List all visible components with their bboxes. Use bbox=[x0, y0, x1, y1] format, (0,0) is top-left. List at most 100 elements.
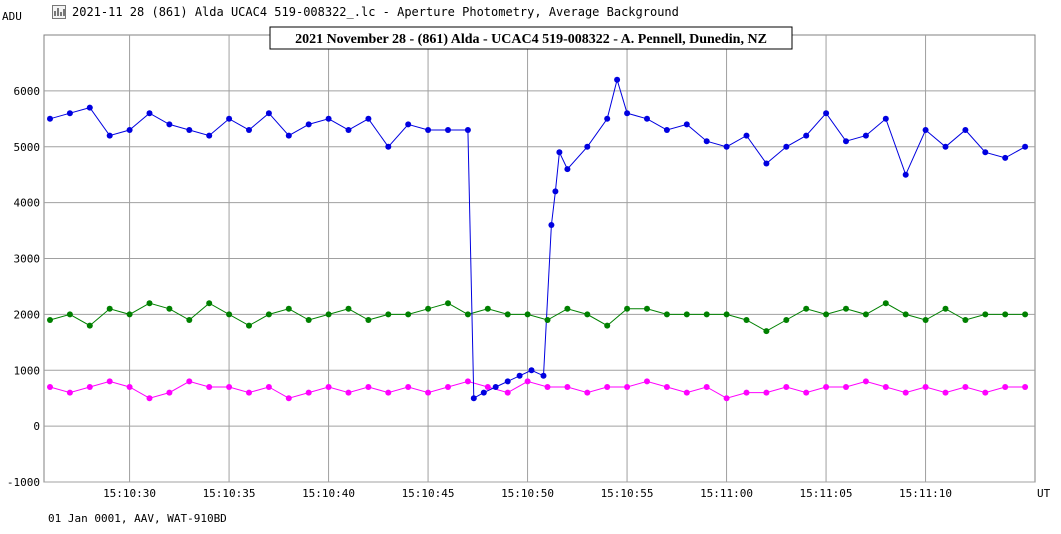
data-point-comparison bbox=[962, 317, 969, 323]
data-point-comparison bbox=[166, 305, 173, 312]
data-point-comparison bbox=[246, 322, 252, 329]
data-point-background bbox=[763, 389, 770, 396]
y-tick-label: 5000 bbox=[14, 141, 41, 154]
data-point-background bbox=[504, 389, 511, 396]
data-point-target bbox=[862, 132, 869, 139]
data-point-comparison bbox=[464, 311, 471, 318]
data-point-background bbox=[942, 389, 949, 396]
data-point-target bbox=[614, 76, 621, 83]
x-tick-label: 15:10:30 bbox=[103, 487, 156, 500]
data-point-background bbox=[1022, 384, 1029, 390]
data-point-background bbox=[246, 389, 252, 396]
data-point-target bbox=[528, 367, 535, 374]
data-point-target bbox=[86, 104, 93, 111]
data-point-background bbox=[66, 389, 73, 396]
data-point-target bbox=[552, 188, 559, 195]
data-point-comparison bbox=[922, 317, 929, 323]
data-point-comparison bbox=[186, 317, 193, 323]
data-point-target bbox=[556, 149, 563, 156]
data-point-target bbox=[66, 110, 73, 117]
data-point-comparison bbox=[783, 317, 790, 323]
data-point-comparison bbox=[902, 311, 909, 318]
data-point-background bbox=[862, 378, 869, 385]
data-point-target bbox=[492, 384, 499, 390]
window-title-bar: 2021-11 28 (861) Alda UCAC4 519-008322_.… bbox=[52, 4, 679, 20]
data-point-comparison bbox=[624, 305, 631, 312]
data-point-comparison bbox=[882, 300, 889, 307]
data-point-target bbox=[663, 127, 670, 133]
data-point-comparison bbox=[803, 305, 810, 312]
data-point-target bbox=[723, 143, 730, 150]
data-point-target bbox=[1022, 143, 1029, 150]
data-point-target bbox=[683, 121, 690, 128]
data-point-background bbox=[524, 378, 531, 385]
grid bbox=[44, 35, 1035, 483]
data-point-background bbox=[226, 384, 233, 390]
series-line-background bbox=[49, 380, 1026, 399]
footer-info: 01 Jan 0001, AAV, WAT-910BD bbox=[48, 512, 227, 525]
data-point-background bbox=[922, 384, 929, 390]
data-point-comparison bbox=[604, 322, 611, 329]
data-point-comparison bbox=[564, 305, 571, 312]
data-point-background bbox=[544, 384, 551, 390]
x-tick-label: 15:10:45 bbox=[402, 487, 455, 500]
data-point-comparison bbox=[66, 311, 73, 318]
data-point-comparison bbox=[484, 305, 491, 312]
data-point-background bbox=[703, 384, 710, 390]
data-point-target bbox=[516, 372, 523, 379]
data-point-target bbox=[285, 132, 292, 139]
data-point-target bbox=[385, 143, 392, 150]
data-point-target bbox=[265, 110, 272, 117]
data-point-target bbox=[843, 138, 849, 145]
data-point-target bbox=[644, 115, 650, 122]
x-tick-label: 15:11:05 bbox=[800, 487, 853, 500]
data-point-comparison bbox=[146, 300, 153, 307]
data-point-background bbox=[584, 389, 591, 396]
data-point-target bbox=[703, 138, 710, 145]
data-point-comparison bbox=[445, 300, 451, 307]
chart-title: 2021 November 28 - (861) Alda - UCAC4 51… bbox=[295, 32, 767, 47]
data-point-background bbox=[723, 395, 730, 402]
data-point-comparison bbox=[843, 305, 849, 312]
data-point-background bbox=[564, 384, 571, 390]
data-point-background bbox=[803, 389, 810, 396]
chart-icon[interactable] bbox=[52, 5, 66, 19]
data-point-target bbox=[126, 127, 133, 133]
data-point-comparison bbox=[683, 311, 690, 318]
data-point-background bbox=[464, 378, 471, 385]
data-point-target bbox=[962, 127, 969, 133]
data-point-comparison bbox=[305, 317, 312, 323]
data-point-target bbox=[584, 143, 591, 150]
data-point-comparison bbox=[365, 317, 372, 323]
data-point-comparison bbox=[763, 328, 770, 335]
chart-title-box: 2021 November 28 - (861) Alda - UCAC4 51… bbox=[269, 26, 793, 50]
series-points bbox=[47, 76, 1029, 402]
x-tick-label: 15:10:55 bbox=[601, 487, 654, 500]
y-axis-ticks: -1000 0 1000 2000 3000 4000 5000 6000 bbox=[7, 85, 40, 489]
data-point-background bbox=[285, 395, 292, 402]
data-point-target bbox=[445, 127, 451, 133]
y-tick-label: 1000 bbox=[14, 364, 41, 377]
data-point-comparison bbox=[206, 300, 213, 307]
data-point-comparison bbox=[524, 311, 531, 318]
data-point-target bbox=[480, 389, 487, 396]
data-point-comparison bbox=[47, 317, 53, 323]
data-point-target bbox=[922, 127, 929, 133]
data-point-comparison bbox=[544, 317, 551, 323]
data-point-comparison bbox=[823, 311, 830, 318]
data-point-background bbox=[305, 389, 312, 396]
data-point-target bbox=[206, 132, 213, 139]
data-point-target bbox=[763, 160, 770, 167]
y-tick-label: 3000 bbox=[14, 253, 41, 266]
data-point-background bbox=[882, 384, 889, 390]
data-point-comparison bbox=[385, 311, 392, 318]
data-point-target bbox=[345, 127, 352, 133]
data-point-target bbox=[47, 115, 53, 122]
data-point-background bbox=[663, 384, 670, 390]
data-point-target bbox=[823, 110, 830, 117]
data-point-background bbox=[146, 395, 153, 402]
y-tick-label: 0 bbox=[33, 420, 40, 433]
data-point-target bbox=[405, 121, 412, 128]
data-point-target bbox=[464, 127, 471, 133]
